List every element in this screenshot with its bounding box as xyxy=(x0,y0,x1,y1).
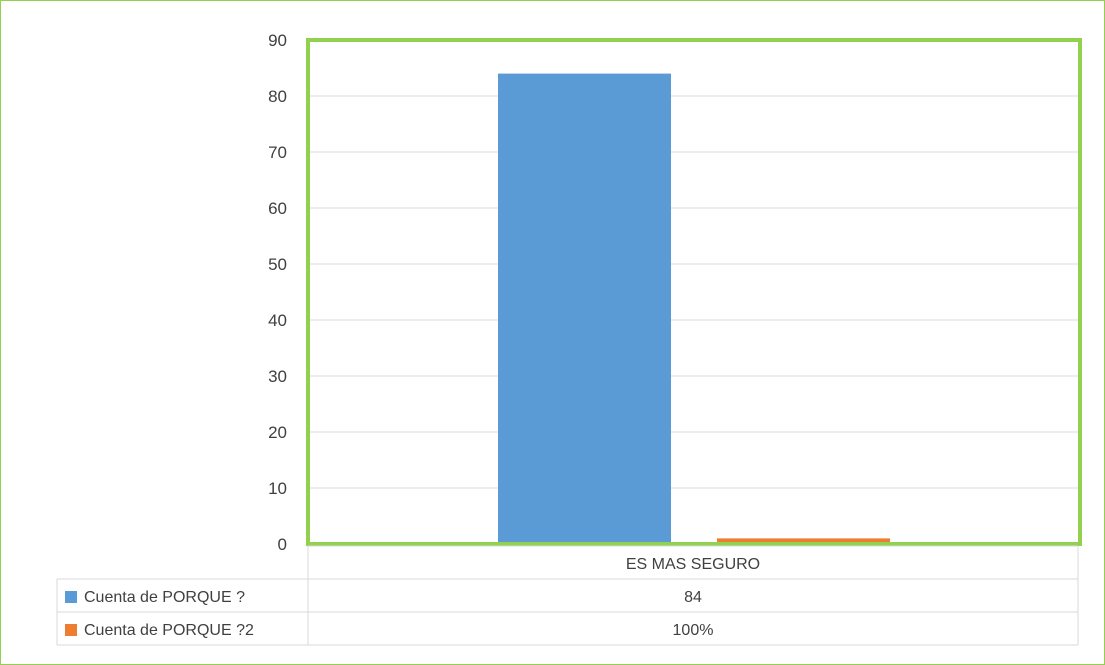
table-value: 84 xyxy=(684,589,702,606)
y-tick-label: 70 xyxy=(268,143,287,162)
x-category-label: ES MAS SEGURO xyxy=(626,556,760,573)
bar xyxy=(717,538,890,544)
bars xyxy=(498,73,890,544)
y-tick-label: 10 xyxy=(268,479,287,498)
y-tick-label: 50 xyxy=(268,255,287,274)
y-tick-label: 0 xyxy=(278,535,287,554)
data-table: ES MAS SEGURO Cuenta de PORQUE ? 84 Cuenta … xyxy=(56,545,1079,646)
legend-series-name: Cuenta de PORQUE ?2 xyxy=(84,622,254,639)
y-tick-label: 30 xyxy=(268,367,287,386)
y-tick-label: 80 xyxy=(268,87,287,106)
y-tick-label: 40 xyxy=(268,311,287,330)
y-axis-ticks: 0 10 20 30 40 50 60 70 80 90 xyxy=(268,31,287,554)
y-tick-label: 20 xyxy=(268,423,287,442)
y-tick-label: 60 xyxy=(268,199,287,218)
bar xyxy=(498,73,671,544)
gridlines xyxy=(308,39,1080,545)
legend-swatch xyxy=(65,624,77,636)
plot-area-border xyxy=(306,38,1082,546)
legend-series-name: Cuenta de PORQUE ? xyxy=(84,589,245,606)
legend-swatch xyxy=(65,591,77,603)
y-tick-label: 90 xyxy=(268,31,287,50)
table-value: 100% xyxy=(673,622,714,639)
